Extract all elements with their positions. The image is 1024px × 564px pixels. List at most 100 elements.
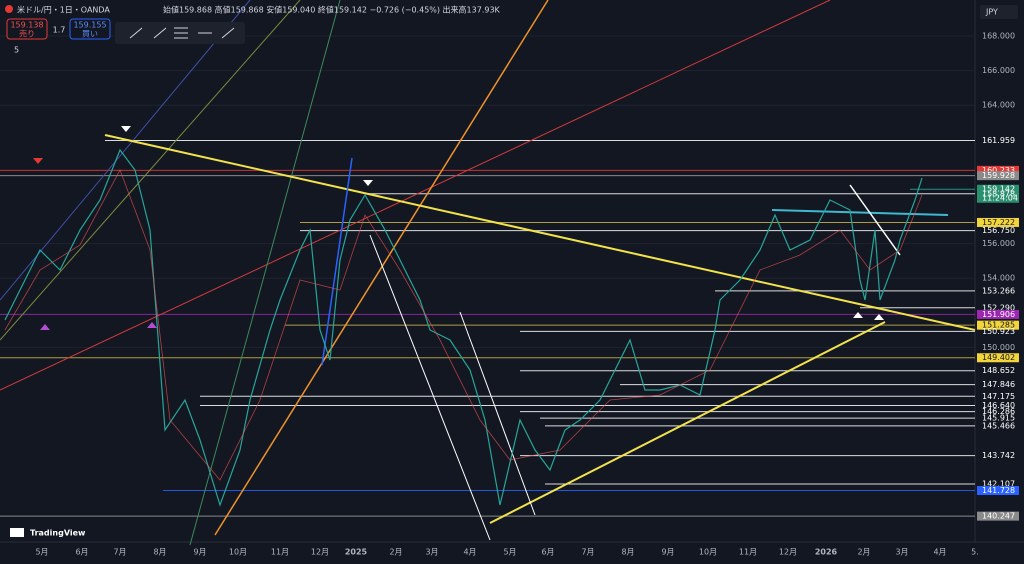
indicator-count: 5 <box>14 46 19 55</box>
time-label: 9月 <box>661 548 674 557</box>
price-tag-label: 161.959 <box>982 136 1015 145</box>
trendline <box>0 0 301 341</box>
arrow-icon <box>33 158 43 164</box>
price-tag-label: 160.233 <box>982 166 1015 175</box>
price-tag <box>977 320 1019 330</box>
time-label: 2月 <box>857 548 870 557</box>
price-label: 150.000 <box>982 343 1015 352</box>
price-tag-label: 159.928 <box>982 171 1015 180</box>
time-label: 10月 <box>229 548 247 557</box>
spread: 1.7 <box>53 26 66 35</box>
symbol: 米ドル/円・1日・OANDA <box>17 5 110 15</box>
price-axis-bg <box>976 0 1024 564</box>
price-tag <box>977 184 1019 203</box>
trendline <box>104 134 976 331</box>
currency-button[interactable] <box>980 5 1018 19</box>
time-axis: 5月 6月 7月 8月 9月 10月 11月 12月 2025 2月 3月 4月 5月 6月 7月 8月 9月 1… <box>35 548 978 557</box>
price-tag-label: 140.247 <box>982 512 1015 521</box>
arrow-icon <box>40 324 50 330</box>
price-tag-label: 152.290 <box>982 303 1015 312</box>
price-tag <box>977 217 1019 227</box>
toolbar-icons <box>129 27 235 39</box>
time-label: 4月 <box>463 548 476 557</box>
price-tag-label: 158.878 <box>982 189 1015 198</box>
flag-icon <box>5 5 13 13</box>
price-tag <box>977 511 1019 521</box>
drawings <box>0 0 976 546</box>
price-axis: 168.000 166.000 164.000 156.000 154.000 150.0… <box>977 32 1019 521</box>
price-tag-label: 147.175 <box>982 392 1015 401</box>
price-tag-label: 142.107 <box>982 479 1015 488</box>
price-label: 168.000 <box>982 32 1015 41</box>
price-tag-label: 159.142 <box>982 185 1015 194</box>
ohlc: 始値159.868 高値159.868 安値159.040 終値159.142 … <box>163 5 501 15</box>
time-label: 5. <box>971 548 979 557</box>
price-tag-label: 150.923 <box>982 327 1015 336</box>
price-label: 154.000 <box>982 274 1015 283</box>
price-label: 156.000 <box>982 239 1015 248</box>
price-tag <box>977 309 1019 319</box>
price-tag-label: 145.915 <box>982 414 1015 423</box>
price-tag-label: 146.286 <box>982 407 1015 416</box>
time-label: 8月 <box>621 548 634 557</box>
price-tag-label: 146.640 <box>982 401 1015 410</box>
time-label: 2026 <box>815 548 838 557</box>
time-label: 4月 <box>933 548 946 557</box>
trendline <box>0 0 251 301</box>
time-label: 7月 <box>581 548 594 557</box>
price-tag <box>977 486 1019 496</box>
price-tag-label: 147.846 <box>982 380 1015 389</box>
price-tag <box>977 171 1019 181</box>
price-tag-label: 149.402 <box>982 353 1015 362</box>
buy-label: 買い <box>82 30 98 39</box>
sell-label: 売り <box>19 29 35 39</box>
time-label: 10月 <box>699 548 717 557</box>
logo: TradingView <box>30 529 86 538</box>
price-path <box>4 169 923 481</box>
time-label: 5月 <box>35 548 48 557</box>
time-label: 3月 <box>895 548 908 557</box>
buy-price: 159.155 <box>73 21 106 30</box>
logo-icon <box>10 528 24 537</box>
time-label: 11月 <box>739 548 757 557</box>
price-tag-label: 151.906 <box>982 310 1015 319</box>
time-label: 11月 <box>271 548 289 557</box>
trendline <box>771 209 949 216</box>
arrow-icon <box>147 322 157 328</box>
trendline <box>321 157 353 366</box>
currency: JPY <box>985 8 998 17</box>
price-path <box>4 148 923 507</box>
sell-button[interactable] <box>6 18 48 40</box>
price-tag-label: 153.266 <box>982 286 1015 295</box>
price-label: 164.000 <box>982 101 1015 110</box>
trendline <box>214 0 549 536</box>
time-label: 7月 <box>113 548 126 557</box>
arrow-icon <box>363 180 373 186</box>
time-label: 6月 <box>541 548 554 557</box>
arrow-icon <box>853 312 863 318</box>
time-label: 12月 <box>311 548 329 557</box>
time-label: 12月 <box>779 548 797 557</box>
price-tag-label: 156.750 <box>982 226 1015 235</box>
trendline <box>0 0 831 391</box>
price-tag-label: 157.222 <box>982 218 1015 227</box>
time-label: 2025 <box>345 548 368 557</box>
price-tag <box>977 165 1019 175</box>
price-tag-label: 143.742 <box>982 451 1015 460</box>
price-tag-label: 141.728 <box>982 486 1015 495</box>
sell-price: 159.138 <box>10 21 43 30</box>
price-tag-label: 148.652 <box>982 366 1015 375</box>
time-label: 5月 <box>503 548 516 557</box>
price-tag-label: 151.285 <box>982 321 1015 330</box>
buy-button[interactable] <box>69 18 111 40</box>
price-label: 166.000 <box>982 66 1015 75</box>
arrow-icon <box>121 126 131 132</box>
trendline <box>459 311 536 516</box>
price-tag-label: 145.466 <box>982 421 1015 430</box>
time-label: 2月 <box>389 548 402 557</box>
time-label: 6月 <box>75 548 88 557</box>
time-label: 8月 <box>153 548 166 557</box>
trendline <box>489 321 886 524</box>
